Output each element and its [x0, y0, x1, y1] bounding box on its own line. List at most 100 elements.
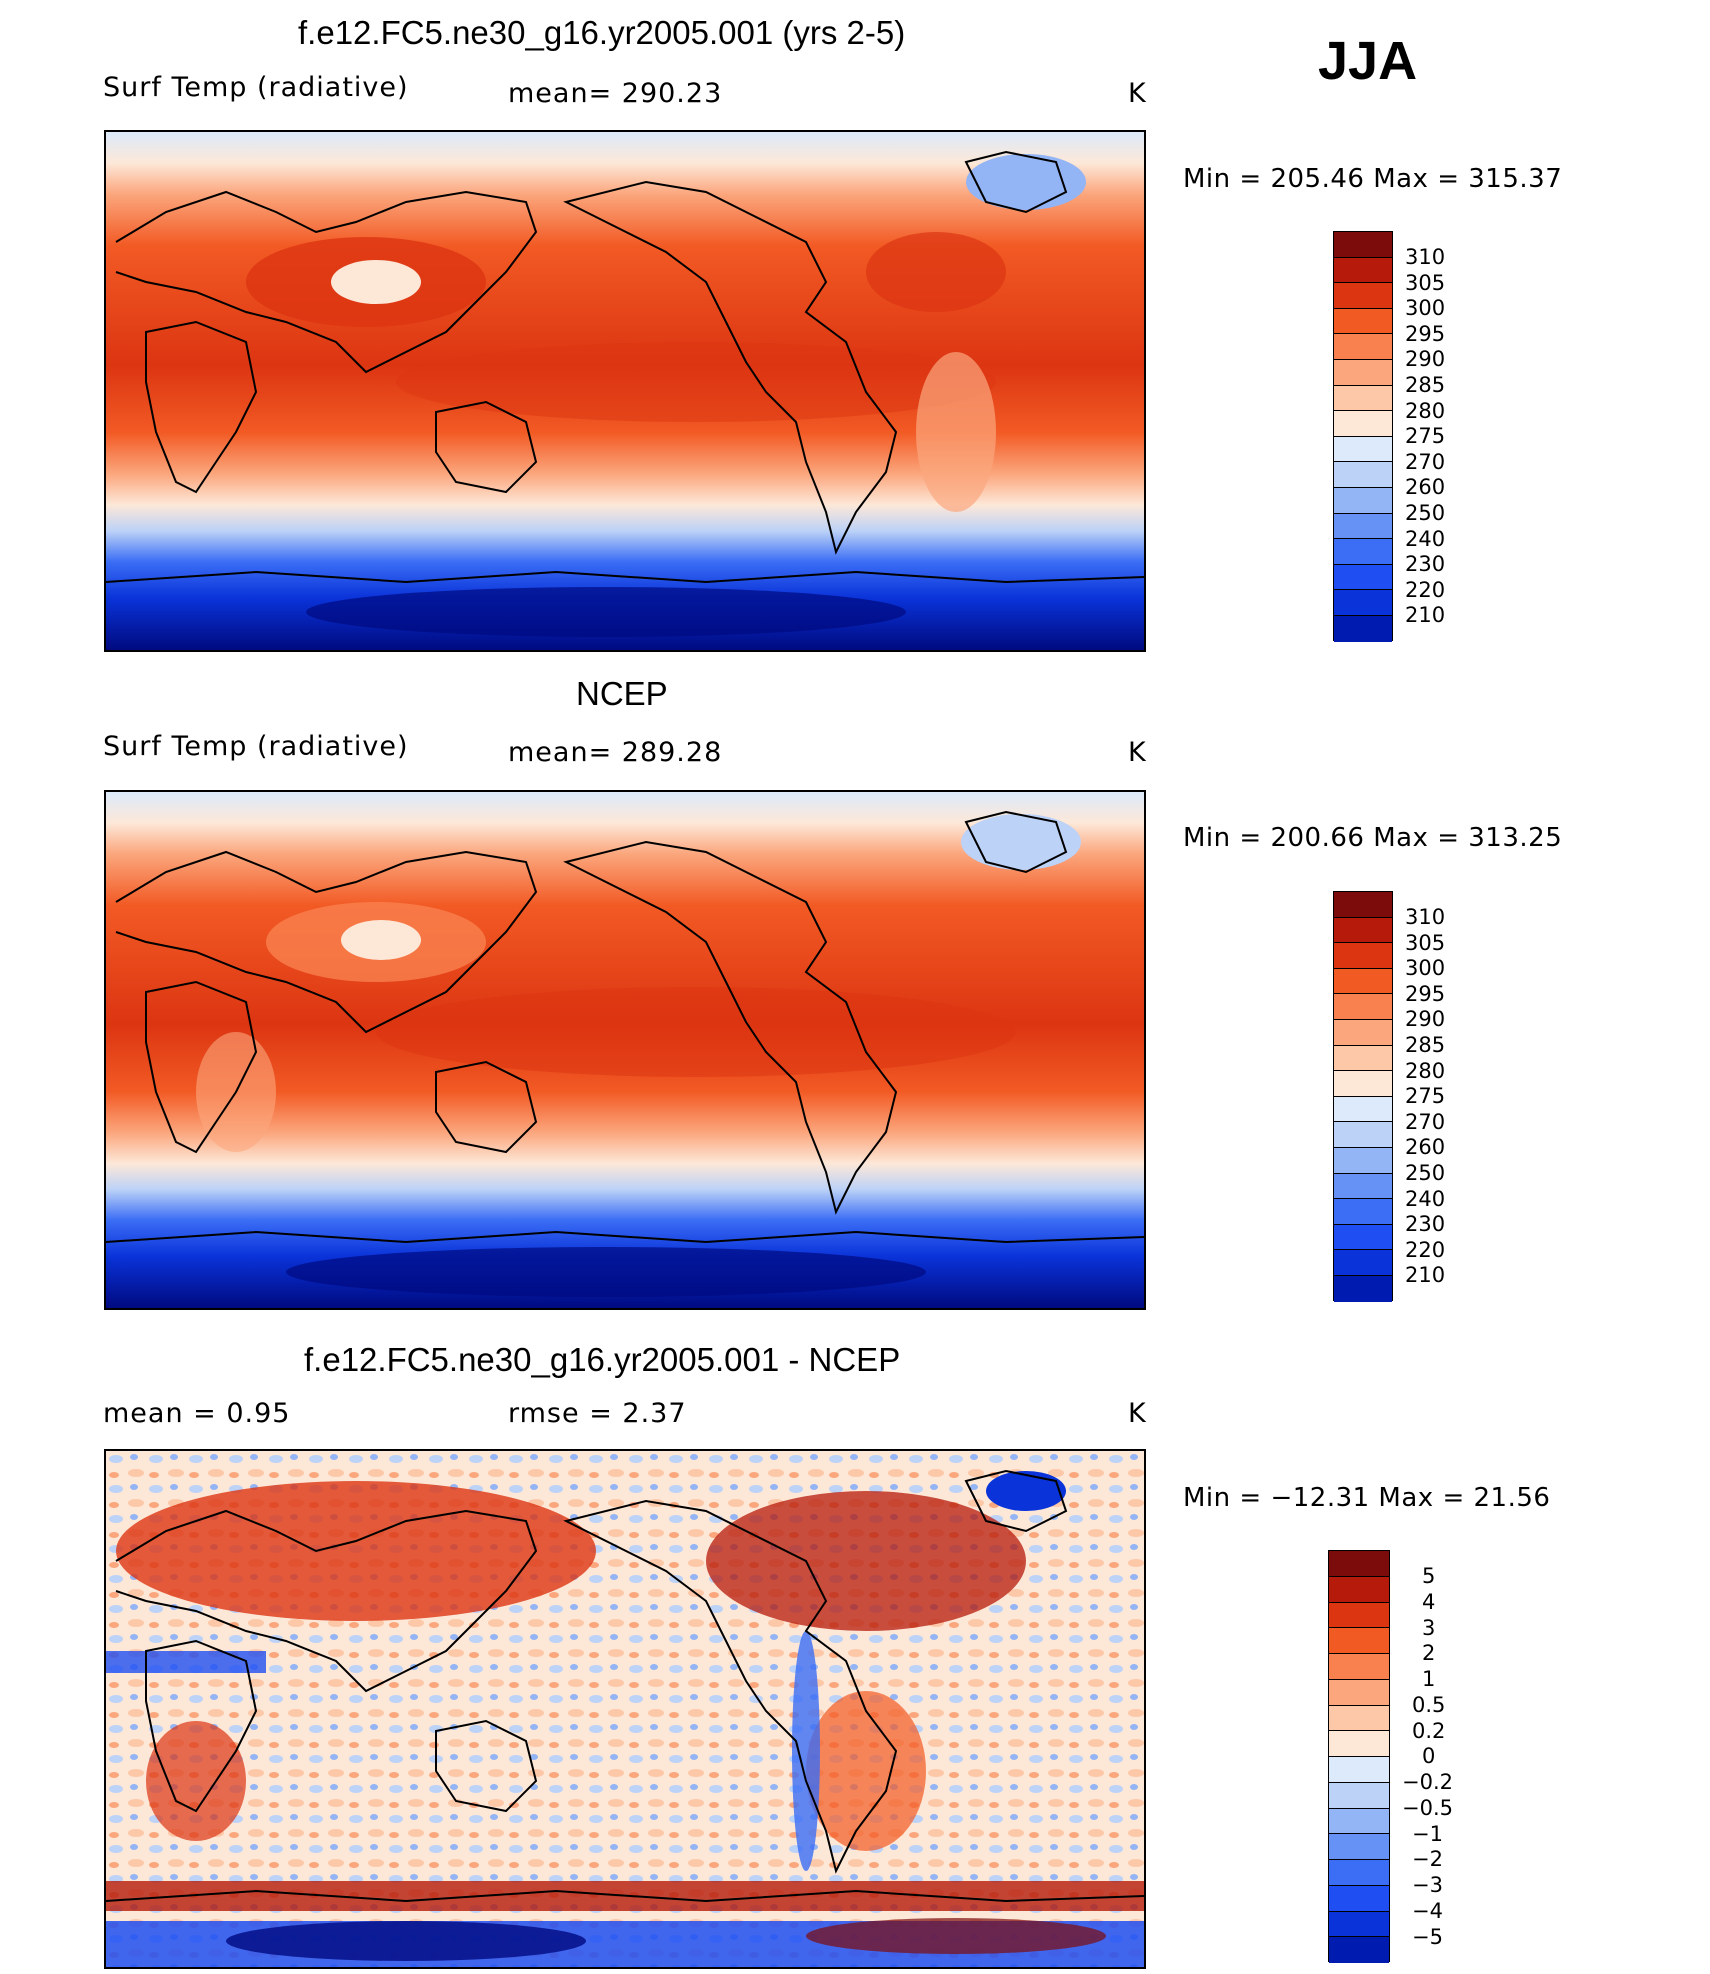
panel-3-colorbar-swatch — [1329, 1628, 1389, 1654]
panel-1-colorbar-swatch — [1334, 513, 1392, 540]
panel-1-colorbar-tick: 270 — [1405, 449, 1446, 474]
panel-1-colorbar-swatch — [1334, 590, 1392, 616]
panel-1-colorbar-tick: 300 — [1405, 296, 1446, 321]
panel-3-colorbar-swatch — [1329, 1860, 1389, 1886]
panel-1-colorbar-swatch — [1334, 385, 1392, 412]
panel-1-colorbar-tick: 250 — [1405, 501, 1446, 525]
panel-1-colorbar-swatch — [1334, 334, 1392, 360]
panel-3-colorbar-swatch — [1329, 1551, 1389, 1577]
panel-3-colorbar-tick: −1 — [1412, 1821, 1443, 1846]
panel-2-colorbar-tick: 270 — [1405, 1109, 1446, 1134]
panel-1-colorbar-swatch — [1334, 487, 1392, 514]
panel-1-colorbar-swatch — [1334, 615, 1392, 642]
panel-2-min-max: Min = 200.66 Max = 313.25 — [1183, 823, 1563, 853]
panel-1-colorbar-swatch — [1334, 436, 1392, 463]
panel-3-map — [104, 1449, 1146, 1969]
panel-2-colorbar-tick: 220 — [1405, 1237, 1446, 1262]
panel-2-colorbar-swatch — [1334, 1045, 1392, 1072]
panel-1-colorbar-tick: 305 — [1405, 270, 1446, 295]
panel-2-colorbar-tick: 290 — [1405, 1007, 1446, 1032]
panel-1-colorbar-swatch — [1334, 283, 1392, 309]
panel-3-colorbar-tick: 0 — [1422, 1744, 1436, 1769]
panel-1-variable-label: Surf Temp (radiative) — [103, 72, 409, 103]
panel-2-colorbar-tick: 305 — [1405, 930, 1446, 955]
panel-3-colorbar-tick: 4 — [1422, 1589, 1436, 1614]
panel-1-colorbar-swatch — [1334, 411, 1392, 437]
panel-2-colorbar-tick: 310 — [1405, 905, 1446, 929]
panel-2-colorbar-swatch — [1334, 892, 1392, 918]
panel-3-units: K — [1128, 1398, 1147, 1429]
panel-3-colorbar-tick: 5 — [1422, 1564, 1436, 1588]
panel-3-colorbar-tick: 0.2 — [1412, 1718, 1446, 1743]
panel-1-colorbar-tick: 285 — [1405, 373, 1446, 397]
panel-1-units: K — [1128, 78, 1147, 109]
panel-2-colorbar-tick: 210 — [1405, 1263, 1446, 1288]
panel-2-colorbar-swatch — [1334, 1250, 1392, 1276]
panel-3-colorbar — [1328, 1550, 1390, 1963]
panel-3-colorbar-tick: 0.5 — [1412, 1692, 1446, 1717]
panel-2-colorbar-tick: 300 — [1405, 956, 1446, 981]
panel-2-variable-label: Surf Temp (radiative) — [103, 731, 409, 762]
panel-3-colorbar-swatch — [1329, 1885, 1389, 1912]
panel-2-colorbar-tick: 280 — [1405, 1058, 1446, 1083]
panel-1-mean-label: mean= 290.23 — [508, 78, 723, 109]
panel-3-colorbar-swatch — [1329, 1782, 1389, 1809]
panel-3-min-max: Min = −12.31 Max = 21.56 — [1183, 1483, 1551, 1513]
panel-2-mean-label: mean= 289.28 — [508, 737, 723, 768]
panel-3-colorbar-tick: 2 — [1422, 1641, 1436, 1666]
panel-1-min-max: Min = 205.46 Max = 315.37 — [1183, 164, 1563, 194]
panel-2-units: K — [1128, 737, 1147, 768]
panel-1-colorbar-tick: 260 — [1405, 475, 1446, 500]
panel-1-colorbar-tick: 310 — [1405, 245, 1446, 269]
panel-2-colorbar-swatch — [1334, 1275, 1392, 1302]
panel-3-colorbar-tick: −5 — [1412, 1924, 1443, 1949]
panel-3-colorbar-swatch — [1329, 1654, 1389, 1680]
panel-1-colorbar-swatch — [1334, 539, 1392, 565]
panel-2-colorbar-tick: 285 — [1405, 1033, 1446, 1057]
panel-2-colorbar-swatch — [1334, 1224, 1392, 1251]
panel-3-colorbar-swatch — [1329, 1731, 1389, 1757]
panel-3-colorbar-swatch — [1329, 1757, 1389, 1783]
panel-3-colorbar-swatch — [1329, 1834, 1389, 1860]
panel-2-colorbar-swatch — [1334, 943, 1392, 969]
panel-3-colorbar-tick: −2 — [1412, 1847, 1443, 1872]
panel-3-colorbar-swatch — [1329, 1911, 1389, 1938]
panel-2-colorbar-tick: 240 — [1405, 1186, 1446, 1211]
panel-1-colorbar-swatch — [1334, 257, 1392, 284]
panel-2-colorbar-tick: 250 — [1405, 1161, 1446, 1185]
panel-1-colorbar-swatch — [1334, 232, 1392, 258]
panel-1-colorbar-tick: 280 — [1405, 398, 1446, 423]
panel-2-colorbar-swatch — [1334, 1096, 1392, 1123]
panel-2-colorbar-swatch — [1334, 1122, 1392, 1148]
panel-3-colorbar-swatch — [1329, 1937, 1389, 1963]
panel-1-colorbar-swatch — [1334, 564, 1392, 591]
panel-2-colorbar-swatch — [1334, 1199, 1392, 1225]
panel-2-title: NCEP — [576, 675, 668, 712]
panel-1-colorbar — [1333, 231, 1393, 642]
panel-1-colorbar-swatch — [1334, 308, 1392, 335]
panel-3-colorbar-tick: −0.5 — [1402, 1795, 1453, 1820]
panel-3-rmse-label: rmse = 2.37 — [508, 1398, 687, 1429]
panel-2-colorbar-swatch — [1334, 1019, 1392, 1046]
panel-3-colorbar-swatch — [1329, 1808, 1389, 1835]
panel-1-map-graphic — [106, 132, 1144, 650]
panel-3-colorbar-swatch — [1329, 1602, 1389, 1629]
panel-2-map-graphic — [106, 792, 1144, 1308]
panel-2-colorbar-swatch — [1334, 994, 1392, 1020]
panel-1-colorbar-swatch — [1334, 462, 1392, 488]
panel-3-colorbar-tick: 3 — [1422, 1615, 1436, 1640]
panel-2-colorbar-swatch — [1334, 968, 1392, 995]
panel-1-colorbar-tick: 220 — [1405, 577, 1446, 602]
panel-2-colorbar-swatch — [1334, 917, 1392, 944]
panel-1-colorbar-tick: 290 — [1405, 347, 1446, 372]
season-label: JJA — [1318, 31, 1418, 91]
panel-1-colorbar-tick: 210 — [1405, 603, 1446, 628]
panel-3-mean-label: mean = 0.95 — [103, 1398, 291, 1429]
panel-2-map — [104, 790, 1146, 1310]
panel-3-colorbar-swatch — [1329, 1576, 1389, 1603]
panel-2-colorbar-tick: 295 — [1405, 981, 1446, 1006]
panel-1-colorbar-tick: 295 — [1405, 321, 1446, 346]
panel-2-colorbar-tick: 230 — [1405, 1212, 1446, 1237]
panel-1-map — [104, 130, 1146, 652]
panel-2-colorbar-tick: 260 — [1405, 1135, 1446, 1160]
